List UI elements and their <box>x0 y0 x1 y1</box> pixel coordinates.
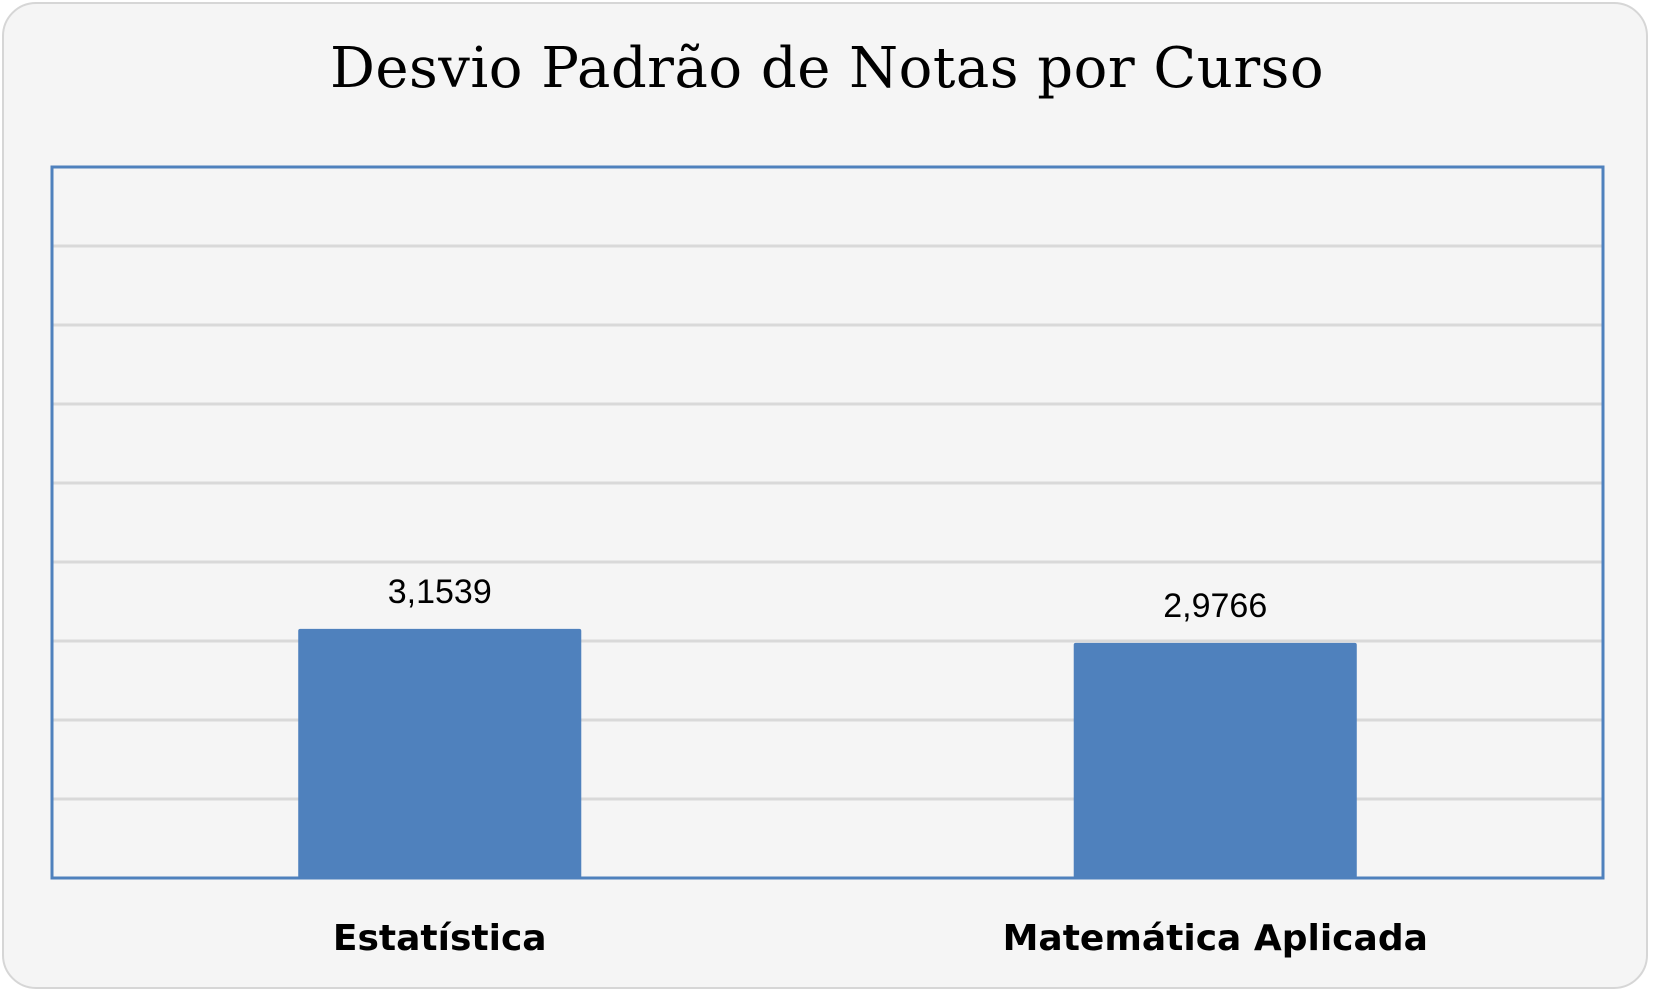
category-label: Matemática Aplicada <box>1003 918 1428 959</box>
plot-area-border <box>50 165 1605 880</box>
bar <box>298 628 582 878</box>
value-labels: 3,1539 2,9766 <box>388 573 1268 625</box>
chart-title: Desvio Padrão de Notas por Curso <box>329 36 1325 101</box>
bars <box>298 628 1357 878</box>
bar-value-label: 2,9766 <box>1163 587 1267 625</box>
bar-value-label: 3,1539 <box>388 573 492 611</box>
category-label: Estatística <box>333 918 547 959</box>
bar <box>1073 642 1357 878</box>
category-labels: Estatística Matemática Aplicada <box>333 918 1428 959</box>
gridlines <box>52 244 1603 801</box>
